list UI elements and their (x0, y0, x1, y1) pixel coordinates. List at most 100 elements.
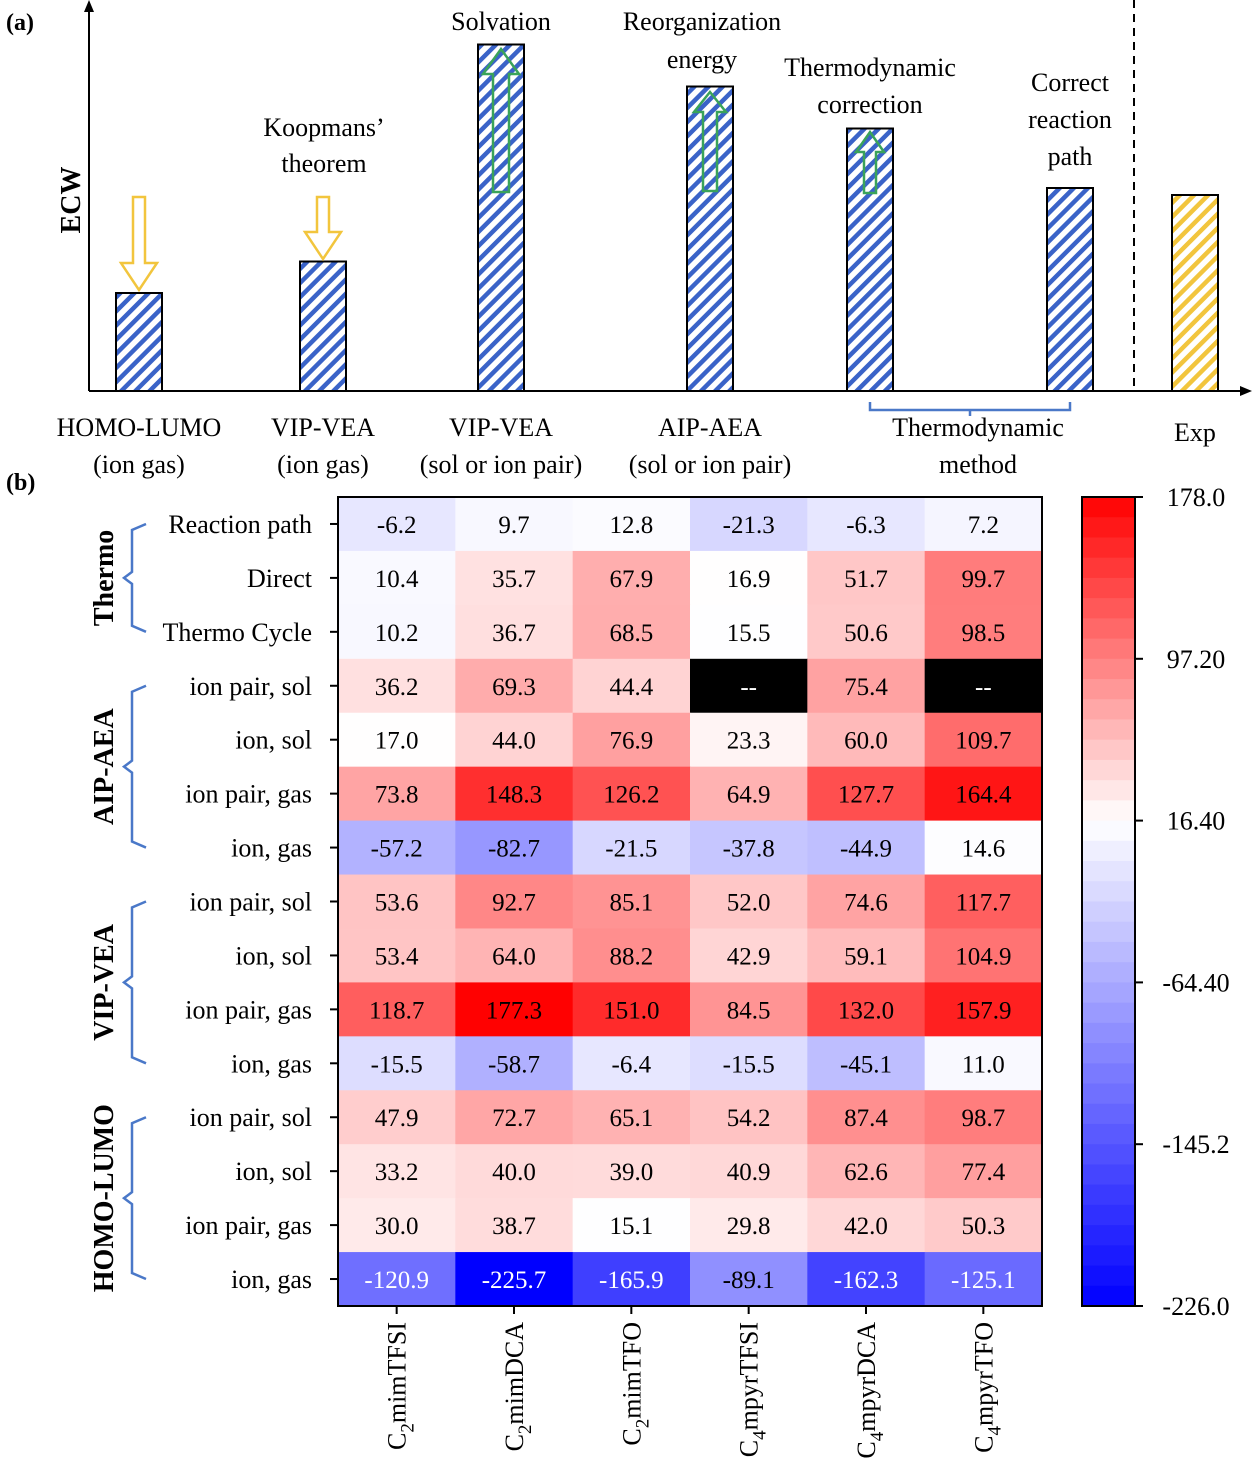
group-brace (121, 1116, 147, 1281)
colorbar-tick-label: 16.40 (1167, 807, 1226, 836)
heatmap-cell (807, 604, 926, 660)
heatmap-cell-label: 30.0 (375, 1213, 419, 1240)
y-axis-label: ECW (56, 167, 87, 234)
heatmap-cell (455, 1036, 574, 1091)
heatmap-cell-label: 44.0 (492, 728, 536, 755)
heatmap-cell-label: 10.2 (375, 620, 419, 647)
colorbar-band (1082, 1083, 1135, 1105)
row-label: Thermo Cycle (163, 618, 312, 647)
heatmap-cell-label: 85.1 (609, 890, 653, 917)
heatmap-cell (924, 928, 1043, 983)
heatmap-cell-label: -6.4 (612, 1051, 652, 1078)
heatmap-cell (455, 766, 574, 822)
colorbar-band (1082, 1103, 1135, 1125)
heatmap-cell (690, 1198, 808, 1253)
heatmap-cell-label: -89.1 (723, 1267, 775, 1294)
heatmap-cell (455, 604, 574, 660)
heatmap-cell-label: 52.0 (727, 890, 771, 917)
heatmap-cell (690, 928, 808, 983)
heatmap-cell (572, 874, 691, 929)
heatmap-cell-label: 16.9 (727, 566, 771, 593)
annotation-line: reaction (1028, 105, 1112, 134)
heatmap-cell (455, 874, 574, 929)
heatmap-cell-label: -21.5 (605, 836, 657, 863)
heatmap-cell (924, 982, 1043, 1037)
annotation-line: Thermodynamic (784, 53, 956, 82)
colorbar-band (1082, 598, 1135, 619)
colorbar-band (1082, 1184, 1135, 1206)
heatmap-cell-label: 64.9 (727, 782, 771, 809)
colorbar-band (1082, 537, 1135, 559)
column-label: C4mpyrTFSI (735, 1322, 771, 1457)
bar (115, 292, 163, 392)
heatmap-cell-label: 127.7 (838, 782, 894, 809)
heatmap-cell-label: 39.0 (609, 1159, 653, 1186)
heatmap-cell-label: 148.3 (486, 782, 542, 809)
group-label: Thermo (89, 530, 120, 626)
heatmap-cell-label: 11.0 (962, 1051, 1005, 1078)
heatmap-cell-label: 164.4 (955, 782, 1012, 809)
heatmap-cell-label: 42.0 (844, 1213, 888, 1240)
colorbar-band (1082, 1022, 1135, 1044)
heatmap-cell-label: -225.7 (482, 1267, 547, 1294)
annotation-koopmans: Koopmans’ theorem (263, 113, 384, 178)
column-label: C2mimDCA (500, 1322, 536, 1452)
heatmap-cell (572, 928, 691, 983)
heatmap-cell-label: 67.9 (609, 566, 653, 593)
colorbar-band (1082, 618, 1135, 640)
heatmap-cell (924, 604, 1043, 660)
heatmap-cell (807, 1090, 926, 1145)
colorbar-band (1082, 941, 1135, 963)
category-line: VIP-VEA (449, 413, 553, 442)
heatmap-cell (807, 1252, 926, 1307)
bar (686, 85, 734, 392)
heatmap-cell-label: 44.4 (609, 674, 653, 701)
heatmap-cell-label: 15.5 (727, 620, 771, 647)
heatmap-cell (690, 712, 808, 768)
heatmap-cell (338, 1036, 456, 1091)
heatmap-cell (924, 712, 1043, 768)
arrow-down-icon (302, 195, 344, 262)
heatmap-cell-label: -120.9 (364, 1267, 429, 1294)
group-brace (121, 684, 147, 849)
heatmap-cell (572, 1090, 691, 1145)
heatmap-cell-label: 42.9 (727, 943, 771, 970)
heatmap-cell (338, 1198, 456, 1253)
heatmap-cell-label: 68.5 (609, 620, 653, 647)
thermodynamic-bracket (868, 402, 1072, 416)
heatmap-cell (924, 658, 1043, 714)
colorbar-band (1082, 962, 1135, 983)
heatmap-cell (690, 497, 808, 552)
heatmap-cell-label: 77.4 (961, 1159, 1005, 1186)
heatmap-cell (455, 712, 574, 768)
colorbar-tick-label: -145.2 (1162, 1130, 1229, 1159)
category-line: Exp (1174, 418, 1216, 447)
heatmap-cell-label: 72.7 (492, 1105, 536, 1132)
heatmap-cell-label: 38.7 (492, 1213, 536, 1240)
heatmap-cell-label: -6.3 (846, 512, 886, 539)
heatmap-cell-label: 36.2 (375, 674, 419, 701)
heatmap-cell (690, 658, 808, 714)
heatmap-cell (690, 820, 808, 876)
heatmap-cell (572, 550, 691, 606)
colorbar-tick-label: -226.0 (1162, 1292, 1229, 1321)
category-label: HOMO-LUMO (ion gas) (57, 413, 222, 479)
heatmap-cell-label: -165.9 (599, 1267, 664, 1294)
heatmap-cell-label: -58.7 (488, 1051, 540, 1078)
group-label: HOMO-LUMO (89, 1104, 120, 1292)
heatmap-cell (924, 550, 1043, 606)
heatmap-cell (924, 497, 1043, 552)
heatmap-cell (807, 712, 926, 768)
category-label: Thermodynamic method (892, 413, 1064, 479)
colorbar-band (1082, 881, 1135, 903)
heatmap-cell-label: 53.6 (375, 890, 419, 917)
heatmap-cell (455, 1144, 574, 1199)
heatmap-cell-label: -- (740, 674, 757, 701)
annotation-thermodynamic-correction: Thermodynamic correction (784, 53, 956, 119)
heatmap-cell-label: 60.0 (844, 728, 888, 755)
colorbar-tick-label: -64.40 (1162, 968, 1229, 997)
annotation-line: energy (667, 45, 737, 74)
colorbar: 178.0 97.20 16.40 -64.40 -145.2 -226.0 (1081, 483, 1230, 1321)
heatmap-cell (338, 604, 456, 660)
annotation-correct-path: Correct reaction path (1028, 68, 1112, 171)
